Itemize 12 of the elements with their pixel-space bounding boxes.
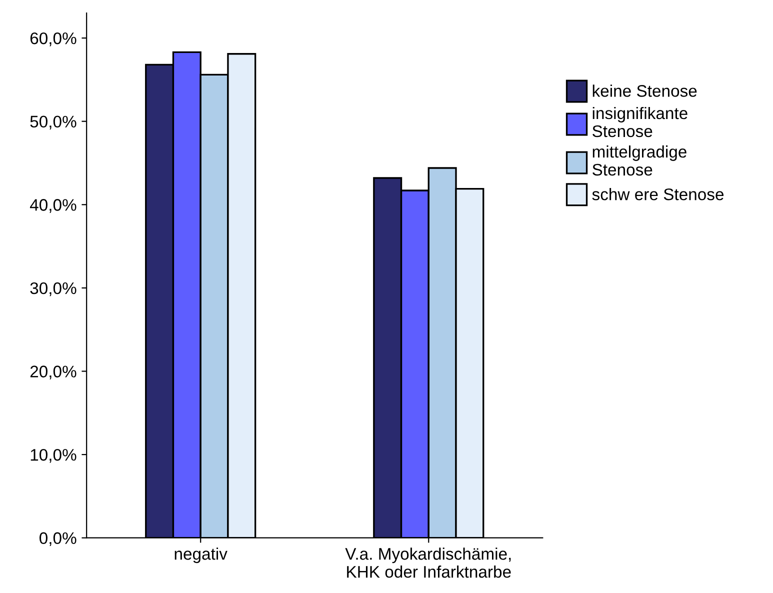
y-tick-label: 50,0% xyxy=(30,116,76,130)
x-tick-label: V.a. Myokardischämie, KHK oder Infarktnarbe xyxy=(345,548,511,578)
y-tick-label: 40,0% xyxy=(30,199,76,213)
legend-label: mittelgradige Stenose xyxy=(592,145,686,176)
x-tick-label: negativ xyxy=(174,548,228,564)
y-tick-label: 10,0% xyxy=(30,448,76,463)
y-tick-label: 20,0% xyxy=(30,366,76,380)
y-tick-label: 30,0% xyxy=(30,282,76,296)
legend-label: schw ere Stenose xyxy=(592,188,724,200)
y-tick-label: 0,0% xyxy=(40,532,76,546)
legend-label: keine Stenose xyxy=(592,84,697,97)
y-tick-label: 60,0% xyxy=(30,32,76,46)
